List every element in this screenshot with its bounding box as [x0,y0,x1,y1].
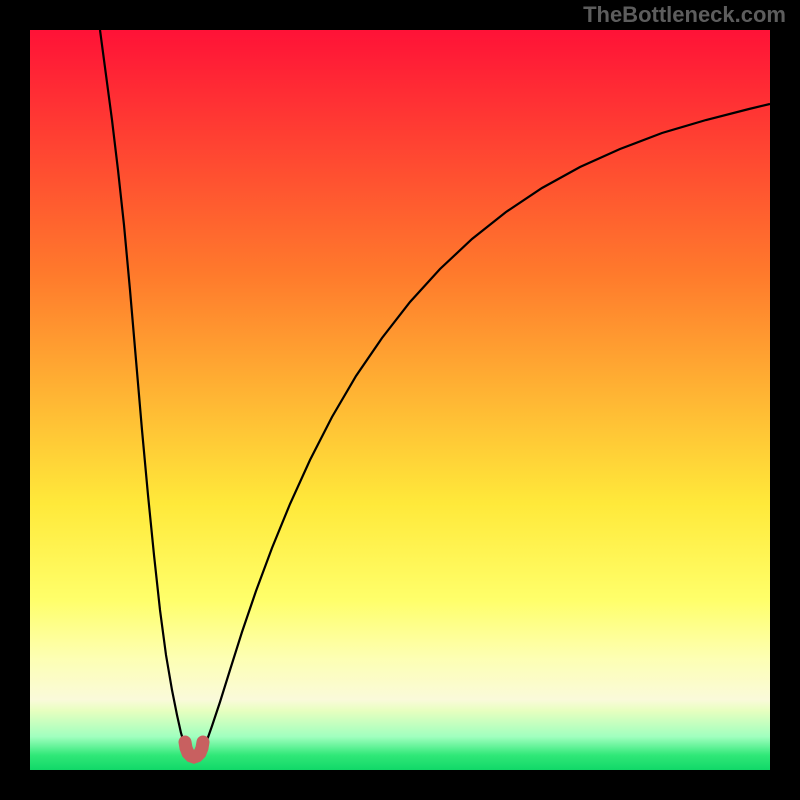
attribution-text: TheBottleneck.com [583,2,786,28]
chart-plot [30,30,770,770]
chart-background [30,30,770,770]
chart-frame: TheBottleneck.com [0,0,800,800]
